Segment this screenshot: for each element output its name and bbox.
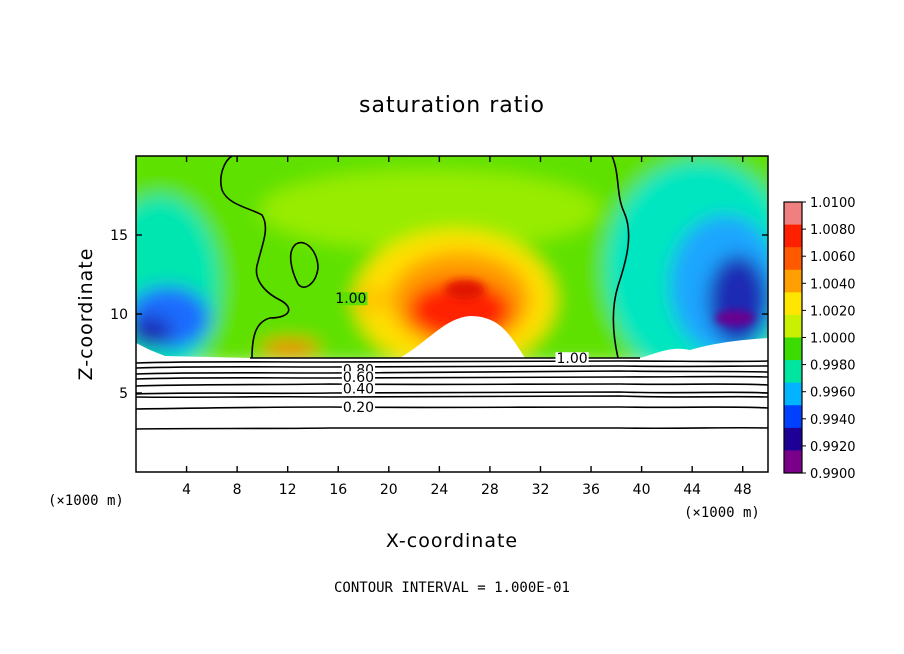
- colorbar-tick-label: 0.9960: [810, 386, 856, 401]
- contour-label: 0.60: [343, 370, 374, 386]
- contour-0.60: [136, 375, 768, 380]
- colorbar-swatch: [784, 247, 802, 271]
- colorbar-tick-label: 1.0080: [810, 223, 856, 238]
- colorbar: [783, 201, 803, 474]
- colorbar-swatch: [784, 360, 802, 384]
- x-tick-label: 36: [582, 482, 600, 498]
- contour-label-background: [555, 352, 589, 366]
- contour-label-background: [334, 292, 368, 306]
- x-unit-label-right: (×1000 m): [684, 505, 760, 521]
- field-detail-red: [445, 280, 485, 300]
- colorbar-tick-label: 0.9900: [810, 467, 856, 482]
- contour-label: 0.40: [343, 381, 374, 397]
- contour-label: 0.20: [343, 400, 374, 416]
- x-tick-label: 12: [279, 482, 297, 498]
- y-tick-label: 10: [110, 307, 128, 323]
- contour-0.10: [136, 426, 768, 430]
- field-white-bump: [400, 316, 525, 358]
- colorbar-tick-label: 1.0040: [810, 277, 856, 292]
- saturation-field: [136, 156, 768, 472]
- contour-0.90: [136, 360, 768, 364]
- contour-label-background: [341, 382, 376, 396]
- x-tick-label: 8: [233, 482, 242, 498]
- contour-0.40: [136, 391, 768, 395]
- x-tick-label: 24: [430, 482, 448, 498]
- field-upper: [136, 156, 768, 380]
- field-detail: [445, 280, 755, 326]
- contour-1.00-loop: [289, 241, 319, 288]
- x-unit-label-left: (×1000 m): [48, 493, 124, 509]
- colorbar-swatch: [784, 405, 802, 429]
- contour-label: 1.00: [335, 291, 366, 307]
- field-upper-lightgreen: [260, 170, 600, 250]
- contour-label-background: [341, 401, 376, 415]
- field-detail-purple: [715, 310, 755, 326]
- x-tick-label: 48: [734, 482, 752, 498]
- x-tick-label: 28: [481, 482, 499, 498]
- y-axis: 5 10 15: [110, 228, 768, 402]
- contour-label-layer: 1.001.000.800.600.400.20: [334, 291, 589, 416]
- colorbar-swatch: [784, 337, 802, 361]
- x-tick-label: 20: [380, 482, 398, 498]
- colorbar-tick-label: 1.0060: [810, 250, 856, 265]
- contour-interval-note: CONTOUR INTERVAL = 1.000E-01: [334, 580, 570, 596]
- colorbar-tick-label: 0.9920: [810, 440, 856, 455]
- contour-0.50: [136, 383, 768, 387]
- field-low-orange: [260, 340, 320, 356]
- contour-0.20: [136, 406, 768, 410]
- contour-0.80: [136, 365, 768, 369]
- colorbar-tick-label: 1.0000: [810, 332, 856, 347]
- colorbar-tick-label: 1.0020: [810, 304, 856, 319]
- colorbar-tick-label: 0.9980: [810, 359, 856, 374]
- field-left-darkblue: [136, 316, 172, 348]
- y-axis-title: Z-coordinate: [75, 248, 97, 381]
- chart-title: saturation ratio: [359, 93, 545, 118]
- colorbar-tick-label: 1.0100: [810, 196, 856, 211]
- colorbar-swatch: [784, 382, 802, 406]
- colorbar-swatch: [784, 269, 802, 293]
- x-tick-label: 40: [633, 482, 651, 498]
- field-right-darkblue: [708, 255, 768, 345]
- contour-0.70: [136, 370, 768, 375]
- y-tick-label: 15: [110, 228, 128, 244]
- x-axis-title: X-coordinate: [386, 530, 518, 552]
- colorbar-swatch: [784, 314, 802, 338]
- colorbar-swatch: [784, 427, 802, 451]
- y-tick-label: 5: [119, 386, 128, 402]
- colorbar-tick-label: 0.9940: [810, 413, 856, 428]
- contour-0.30: [136, 395, 768, 399]
- contour-label-background: [341, 371, 376, 385]
- contour-lines: [136, 156, 768, 430]
- colorbar-swatch: [784, 450, 802, 474]
- x-tick-label: 44: [683, 482, 701, 498]
- contour-1.00-left: [220, 156, 290, 359]
- contour-label: 1.00: [556, 351, 587, 367]
- colorbar-ticks: 1.0100 1.0080 1.0060 1.0040 1.0020 1.0000 0.99…: [802, 196, 856, 482]
- colorbar-swatch: [784, 292, 802, 316]
- x-tick-label: 4: [182, 482, 191, 498]
- colorbar-swatch: [784, 202, 802, 226]
- x-tick-label: 16: [329, 482, 347, 498]
- colorbar-swatch: [784, 224, 802, 248]
- x-axis: 4 8 12 16 20 24 28 32 36 40 44 48: [182, 156, 752, 498]
- contour-1.00-right: [611, 156, 630, 359]
- x-tick-label: 32: [532, 482, 550, 498]
